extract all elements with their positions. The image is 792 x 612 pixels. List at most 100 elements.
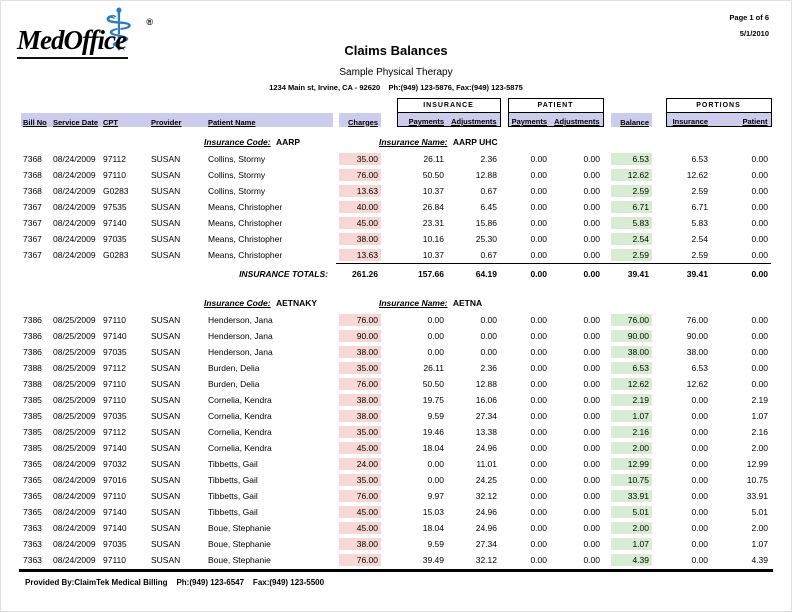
balance-value: 2.16 xyxy=(611,426,652,438)
insurance-adjustments-value: 6.45 xyxy=(480,202,497,212)
insurance-name-label: Insurance Name: xyxy=(379,298,448,308)
patient-name: Burden, Delia xyxy=(208,363,260,373)
insurance-adjustments-value: 25.30 xyxy=(475,234,497,244)
provider: SUSAN xyxy=(151,507,181,517)
table-row: 7367 08/24/2009 97140 SUSAN Means, Chris… xyxy=(21,215,771,231)
insurance-portion-value: 5.83 xyxy=(691,218,708,228)
insurance-payments-value: 0.00 xyxy=(427,475,444,485)
bill-no: 7385 xyxy=(23,443,42,453)
insurance-portion-value: 0.00 xyxy=(691,443,708,453)
patient-name: Burden, Delia xyxy=(208,379,260,389)
col-header-provider: Provider xyxy=(149,112,206,127)
patient-portion-value: 0.00 xyxy=(751,186,768,196)
service-date: 08/24/2009 xyxy=(53,186,96,196)
balance-value: 2.00 xyxy=(611,442,652,454)
charges-value: 35.00 xyxy=(339,426,381,438)
cpt-code: 97110 xyxy=(103,379,127,389)
insurance-name-value: AETNA xyxy=(452,298,483,308)
charges-value: 76.00 xyxy=(339,490,381,502)
col-header-insurance-portion: Insurance xyxy=(665,112,711,127)
insurance-code: Insurance Code: AARP xyxy=(204,137,300,147)
provider: SUSAN xyxy=(151,491,181,501)
insurance-portion-value: 76.00 xyxy=(686,315,708,325)
bill-no: 7367 xyxy=(23,234,42,244)
service-date: 08/24/2009 xyxy=(53,250,96,261)
col-header-balance: Balance xyxy=(611,112,652,127)
insurance-adjustments-value: 0.00 xyxy=(480,347,497,357)
insurance-code: Insurance Code: AETNAKY xyxy=(204,298,317,308)
insurance-adjustments-value: 16.06 xyxy=(475,395,497,405)
charges-value: 38.00 xyxy=(339,233,381,245)
balance-value: 2.19 xyxy=(611,394,652,406)
provider: SUSAN xyxy=(151,347,181,357)
cpt-code: 97110 xyxy=(103,315,127,325)
patient-portion-value: 5.01 xyxy=(751,507,768,517)
insurance-adjustments-value: 13.38 xyxy=(475,427,497,437)
patient-portion-value: 12.99 xyxy=(746,459,768,469)
insurance-payments-value: 0.00 xyxy=(427,315,444,325)
patient-name: Henderson, Jana xyxy=(208,315,273,325)
patient-adjustments-value: 0.00 xyxy=(583,523,600,533)
balance-value: 12.99 xyxy=(611,458,652,470)
insurance-adjustments-value: 11.01 xyxy=(476,459,497,469)
insurance-portion-value: 2.59 xyxy=(691,186,708,196)
service-date: 08/24/2009 xyxy=(53,170,96,180)
table-row: 7388 08/25/2009 97110 SUSAN Burden, Deli… xyxy=(21,376,771,392)
insurance-adjustments-value: 0.00 xyxy=(480,315,497,325)
patient-adjustments-value: 0.00 xyxy=(583,459,600,469)
charges-value: 38.00 xyxy=(339,410,381,422)
bill-no: 7368 xyxy=(23,154,42,164)
cpt-code: G0283 xyxy=(103,186,129,196)
patient-portion-value: 0.00 xyxy=(751,202,768,212)
patient-adjustments-value: 0.00 xyxy=(583,218,600,228)
insurance-code-value: AETNAKY xyxy=(275,298,318,308)
balance-value: 12.62 xyxy=(611,378,652,390)
footer-divider xyxy=(19,569,773,572)
patient-adjustments-value: 0.00 xyxy=(583,475,600,485)
charges-value: 76.00 xyxy=(339,378,381,390)
col-header-cpt: CPT xyxy=(101,112,149,127)
service-date: 08/25/2009 xyxy=(53,363,96,373)
patient-payments-value: 0.00 xyxy=(530,475,547,485)
table-row: 7385 08/25/2009 97110 SUSAN Cornelia, Ke… xyxy=(21,392,771,408)
cpt-code: 97035 xyxy=(103,539,127,549)
patient-payments-value: 0.00 xyxy=(530,154,547,164)
practice-name: Sample Physical Therapy xyxy=(339,67,453,78)
insurance-payments-value: 0.00 xyxy=(427,347,444,357)
insurance-adjustments-value: 24.96 xyxy=(475,443,497,453)
patient-name: Tibbetts, Gail xyxy=(208,491,258,501)
patient-name: Collins, Stormy xyxy=(208,170,266,180)
insurance-adjustments-value: 0.00 xyxy=(480,331,497,341)
totals-charges: 261.26 xyxy=(336,263,381,284)
patient-name: Cornelia, Kendra xyxy=(208,395,272,405)
service-date: 08/25/2009 xyxy=(53,395,96,405)
patient-name: Henderson, Jana xyxy=(208,347,273,357)
provider: SUSAN xyxy=(151,363,181,373)
charges-value: 38.00 xyxy=(339,394,381,406)
insurance-payments-value: 23.31 xyxy=(422,218,444,228)
totals-insurance-adjustments: 64.19 xyxy=(447,263,500,284)
balance-value: 2.59 xyxy=(611,249,652,261)
provider: SUSAN xyxy=(151,315,181,325)
patient-payments-value: 0.00 xyxy=(530,331,547,341)
table-row: 7367 08/24/2009 97535 SUSAN Means, Chris… xyxy=(21,199,771,215)
table-row: 7385 08/25/2009 97112 SUSAN Cornelia, Ke… xyxy=(21,424,771,440)
totals-patient-payments: 0.00 xyxy=(508,263,550,284)
table-row: 7368 08/24/2009 97110 SUSAN Collins, Sto… xyxy=(21,167,771,183)
patient-portion-value: 0.00 xyxy=(751,170,768,180)
patient-portion-value: 2.16 xyxy=(751,427,768,437)
insurance-name: Insurance Name: AETNA xyxy=(379,298,482,308)
provider: SUSAN xyxy=(151,170,181,180)
insurance-adjustments-value: 12.88 xyxy=(475,170,497,180)
patient-payments-value: 0.00 xyxy=(530,507,547,517)
charges-value: 45.00 xyxy=(339,506,381,518)
col-header-insurance-adjustments: Adjustments xyxy=(447,112,501,127)
patient-name: Tibbetts, Gail xyxy=(208,459,258,469)
service-date: 08/25/2009 xyxy=(53,331,96,341)
patient-adjustments-value: 0.00 xyxy=(583,555,600,565)
bill-no: 7388 xyxy=(23,379,42,389)
insurance-payments-value: 18.04 xyxy=(422,443,444,453)
patient-adjustments-value: 0.00 xyxy=(583,250,600,260)
charges-value: 76.00 xyxy=(339,554,381,566)
patient-name: Collins, Stormy xyxy=(208,154,266,164)
